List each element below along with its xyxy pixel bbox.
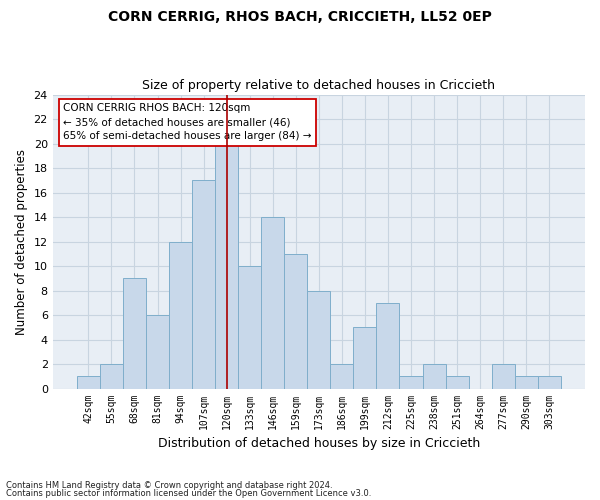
Bar <box>192 180 215 388</box>
Bar <box>146 315 169 388</box>
Bar <box>238 266 261 388</box>
Bar <box>123 278 146 388</box>
Text: Contains HM Land Registry data © Crown copyright and database right 2024.: Contains HM Land Registry data © Crown c… <box>6 481 332 490</box>
X-axis label: Distribution of detached houses by size in Criccieth: Distribution of detached houses by size … <box>158 437 480 450</box>
Title: Size of property relative to detached houses in Criccieth: Size of property relative to detached ho… <box>142 79 496 92</box>
Bar <box>307 290 331 388</box>
Bar <box>538 376 561 388</box>
Bar <box>215 144 238 388</box>
Bar <box>169 242 192 388</box>
Bar <box>331 364 353 388</box>
Bar <box>261 217 284 388</box>
Bar <box>353 328 376 388</box>
Bar <box>100 364 123 388</box>
Text: CORN CERRIG, RHOS BACH, CRICCIETH, LL52 0EP: CORN CERRIG, RHOS BACH, CRICCIETH, LL52 … <box>108 10 492 24</box>
Bar <box>400 376 422 388</box>
Bar <box>376 303 400 388</box>
Text: Contains public sector information licensed under the Open Government Licence v3: Contains public sector information licen… <box>6 488 371 498</box>
Bar <box>77 376 100 388</box>
Text: CORN CERRIG RHOS BACH: 120sqm
← 35% of detached houses are smaller (46)
65% of s: CORN CERRIG RHOS BACH: 120sqm ← 35% of d… <box>64 104 312 142</box>
Bar <box>515 376 538 388</box>
Bar <box>284 254 307 388</box>
Bar <box>446 376 469 388</box>
Y-axis label: Number of detached properties: Number of detached properties <box>15 148 28 334</box>
Bar <box>491 364 515 388</box>
Bar <box>422 364 446 388</box>
